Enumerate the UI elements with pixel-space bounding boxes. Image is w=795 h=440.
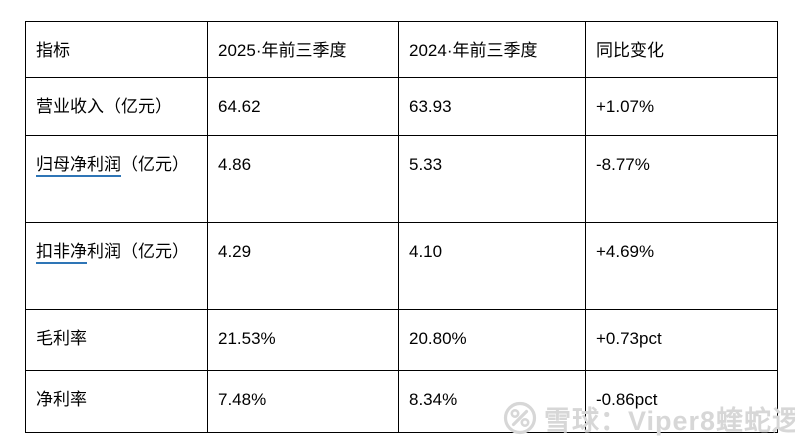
value-2025: 4.29 [207, 222, 399, 310]
table-row-gross-margin: 毛利率 21.53% 20.80% +0.73pct [25, 309, 778, 371]
value-2024: 4.10 [398, 222, 586, 310]
value-2024: 63.93 [398, 77, 586, 136]
table-header-row: 指标 2025·年前三季度 2024·年前三季度 同比变化 [25, 21, 778, 78]
net-profit-link[interactable]: 归母净利润 [36, 155, 121, 177]
value-2025: 21.53% [207, 309, 399, 371]
indicator-label: 营业收入（亿元） [25, 77, 208, 136]
yoy-change-value: +0.73pct [585, 309, 778, 371]
column-header-indicator: 指标 [25, 21, 208, 78]
table-row-revenue: 营业收入（亿元） 64.62 63.93 +1.07% [25, 77, 778, 136]
value-2025: 4.86 [207, 135, 399, 223]
value-2025: 64.62 [207, 77, 399, 136]
value-2024: 5.33 [398, 135, 586, 223]
value-2024: 8.34% [398, 370, 586, 433]
table-row-net-profit: 归母净利润（亿元） 4.86 5.33 -8.77% [25, 135, 778, 223]
yoy-change-value: +4.69% [585, 222, 778, 310]
column-header-2024: 2024·年前三季度 [398, 21, 586, 78]
indicator-label-rest: 利润（亿元） [87, 242, 189, 261]
indicator-label: 毛利率 [25, 309, 208, 371]
indicator-label: 净利率 [25, 370, 208, 433]
column-header-yoy-change: 同比变化 [585, 21, 778, 78]
table-row-net-margin: 净利率 7.48% 8.34% -0.86pct [25, 370, 778, 433]
yoy-change-value: -8.77% [585, 135, 778, 223]
table-row-deducted-net-profit: 扣非净利润（亿元） 4.29 4.10 +4.69% [25, 222, 778, 310]
financial-results-table: 指标 2025·年前三季度 2024·年前三季度 同比变化 营业收入（亿元） 6… [25, 21, 778, 433]
indicator-label-rest: （亿元） [121, 155, 189, 174]
yoy-change-value: +1.07% [585, 77, 778, 136]
indicator-label: 扣非净利润（亿元） [25, 222, 208, 310]
yoy-change-value: -0.86pct [585, 370, 778, 433]
value-2025: 7.48% [207, 370, 399, 433]
deducted-net-profit-link[interactable]: 扣非净 [36, 242, 87, 264]
column-header-2025: 2025·年前三季度 [207, 21, 399, 78]
indicator-label: 归母净利润（亿元） [25, 135, 208, 223]
value-2024: 20.80% [398, 309, 586, 371]
